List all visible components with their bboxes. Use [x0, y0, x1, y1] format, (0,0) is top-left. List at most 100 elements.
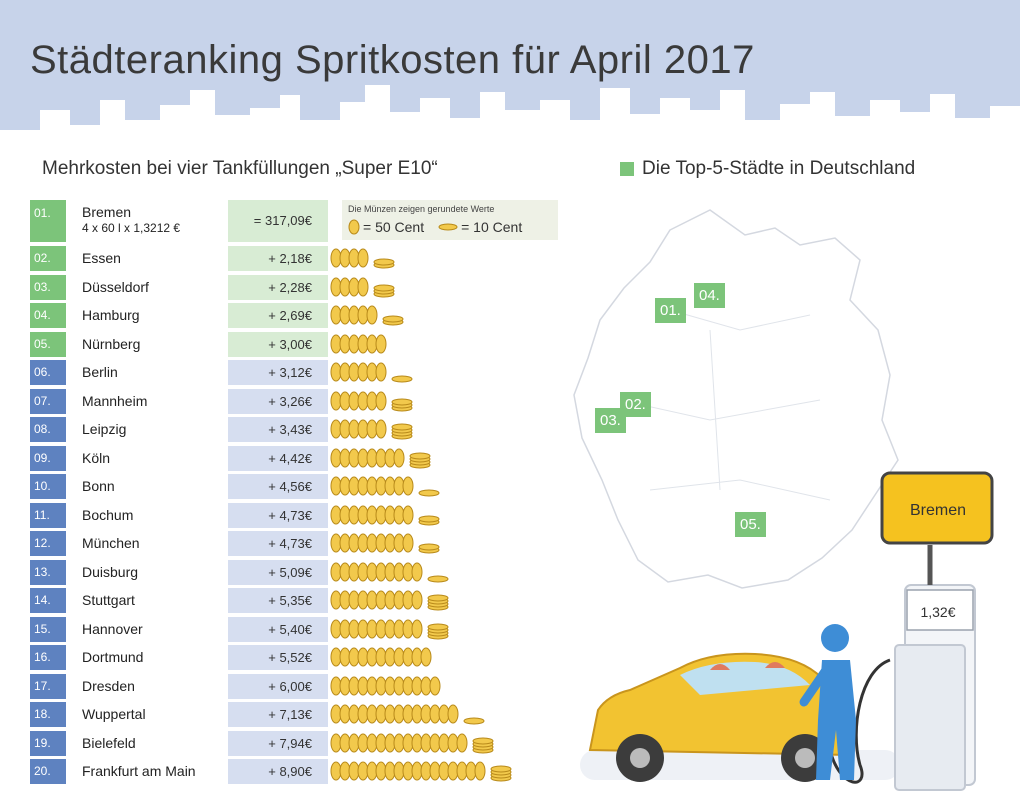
rank-badge: 01. [30, 200, 66, 242]
ranking-row: 07. Mannheim + 3,26€ [30, 389, 328, 414]
cost-value: + 3,26€ [228, 389, 328, 414]
city-name: Frankfurt am Main [70, 759, 224, 784]
city-name: Stuttgart [70, 588, 224, 613]
city-name: Dresden [70, 674, 224, 699]
big-coin-icon [348, 219, 360, 235]
small-coin [463, 717, 485, 725]
ranking-row: 19. Bielefeld + 7,94€ [30, 731, 328, 756]
rank-badge: 13. [30, 560, 66, 585]
city-name: Essen [70, 246, 224, 271]
small-coin [472, 737, 494, 745]
ranking-row: 14. Stuttgart + 5,35€ [30, 588, 328, 613]
small-coin [373, 258, 395, 266]
rank-badge: 15. [30, 617, 66, 642]
big-coin [474, 761, 486, 781]
map-borders [619, 309, 831, 501]
ranking-row: 15. Hannover + 5,40€ [30, 617, 328, 642]
chart-subtitle: Mehrkosten bei vier Tankfüllungen „Super… [42, 158, 438, 179]
cost-value: + 2,69€ [228, 303, 328, 328]
rank-badge: 08. [30, 417, 66, 442]
cost-value: + 5,35€ [228, 588, 328, 613]
cost-value: = 317,09€ [228, 200, 328, 242]
rank-badge: 03. [30, 275, 66, 300]
map-city-label: 03. [595, 408, 626, 433]
ranking-row: 10. Bonn + 4,56€ [30, 474, 328, 499]
coin-bar [330, 704, 485, 725]
rank-badge: 10. [30, 474, 66, 499]
city-name: Berlin [70, 360, 224, 385]
person-head [821, 624, 849, 652]
coin-bar [330, 248, 395, 269]
city-name: Nürnberg [70, 332, 224, 357]
rank-badge: 02. [30, 246, 66, 271]
ranking-row: 12. München + 4,73€ [30, 531, 328, 556]
cost-value: + 3,12€ [228, 360, 328, 385]
ranking-row: 03. Düsseldorf + 2,28€ [30, 275, 328, 300]
rank-badge: 09. [30, 446, 66, 471]
map-city-label: 04. [694, 283, 725, 308]
coin-bar [330, 448, 431, 469]
coin-bar [330, 334, 387, 354]
small-coin [427, 594, 449, 602]
cost-value: + 5,09€ [228, 560, 328, 585]
legend: Die Top-5-Städte in Deutschland [620, 158, 915, 180]
rank-badge: 16. [30, 645, 66, 670]
coin-bar [330, 505, 440, 526]
big-coin [429, 676, 441, 696]
pump-price: 1,32€ [920, 604, 956, 620]
cost-value: + 5,52€ [228, 645, 328, 670]
big-coin [411, 562, 423, 582]
coin-bar [330, 533, 440, 554]
ranking-row: 02. Essen + 2,18€ [30, 246, 328, 271]
city-name: München [70, 531, 224, 556]
big-coin [420, 647, 432, 667]
rank-badge: 06. [30, 360, 66, 385]
ranking-row: 16. Dortmund + 5,52€ [30, 645, 328, 670]
ranking-row: 05. Nürnberg + 3,00€ [30, 332, 328, 357]
small-coin [391, 375, 413, 383]
coin-bar [330, 476, 440, 497]
rank-badge: 19. [30, 731, 66, 756]
rank-badge: 11. [30, 503, 66, 528]
person-body [816, 660, 856, 780]
pump-display [906, 589, 974, 631]
big-coin [366, 305, 378, 325]
small-coin [418, 543, 440, 551]
ranking-row-first: 01. Bremen 4 x 60 l x 1,3212 € = 317,09€ [30, 200, 328, 242]
rank-badge: 20. [30, 759, 66, 784]
ranking-row: 13. Duisburg + 5,09€ [30, 560, 328, 585]
coin-bar [330, 391, 413, 412]
ranking-row: 08. Leipzig + 3,43€ [30, 417, 328, 442]
city-name: Köln [70, 446, 224, 471]
car-seats [710, 662, 785, 670]
big-coin [375, 419, 387, 439]
city-sign-label: Bremen [909, 502, 967, 519]
coin-bar [330, 419, 413, 440]
city-name: Düsseldorf [70, 275, 224, 300]
small-coin [409, 452, 431, 460]
rank-badge: 14. [30, 588, 66, 613]
city-name: Bremen [82, 204, 132, 220]
city-name: Wuppertal [70, 702, 224, 727]
coin-bar [330, 277, 395, 298]
coin-bar [330, 676, 441, 696]
ranking-row: 06. Berlin + 3,12€ [30, 360, 328, 385]
person-arm [799, 665, 831, 707]
city-name: Hamburg [70, 303, 224, 328]
cost-value: + 7,94€ [228, 731, 328, 756]
city-skyline [0, 85, 1020, 150]
city-name: Hannover [70, 617, 224, 642]
big-coin [402, 476, 414, 496]
cost-value: + 2,18€ [228, 246, 328, 271]
cost-value: + 4,42€ [228, 446, 328, 471]
small-coin [418, 515, 440, 523]
ranking-row: 20. Frankfurt am Main + 8,90€ [30, 759, 328, 784]
hubcap-icon [630, 748, 650, 768]
big-coin [375, 391, 387, 411]
cost-value: + 6,00€ [228, 674, 328, 699]
map-city-label: 01. [655, 298, 686, 323]
car-window [680, 661, 810, 695]
cost-value: + 8,90€ [228, 759, 328, 784]
small-coin [427, 623, 449, 631]
